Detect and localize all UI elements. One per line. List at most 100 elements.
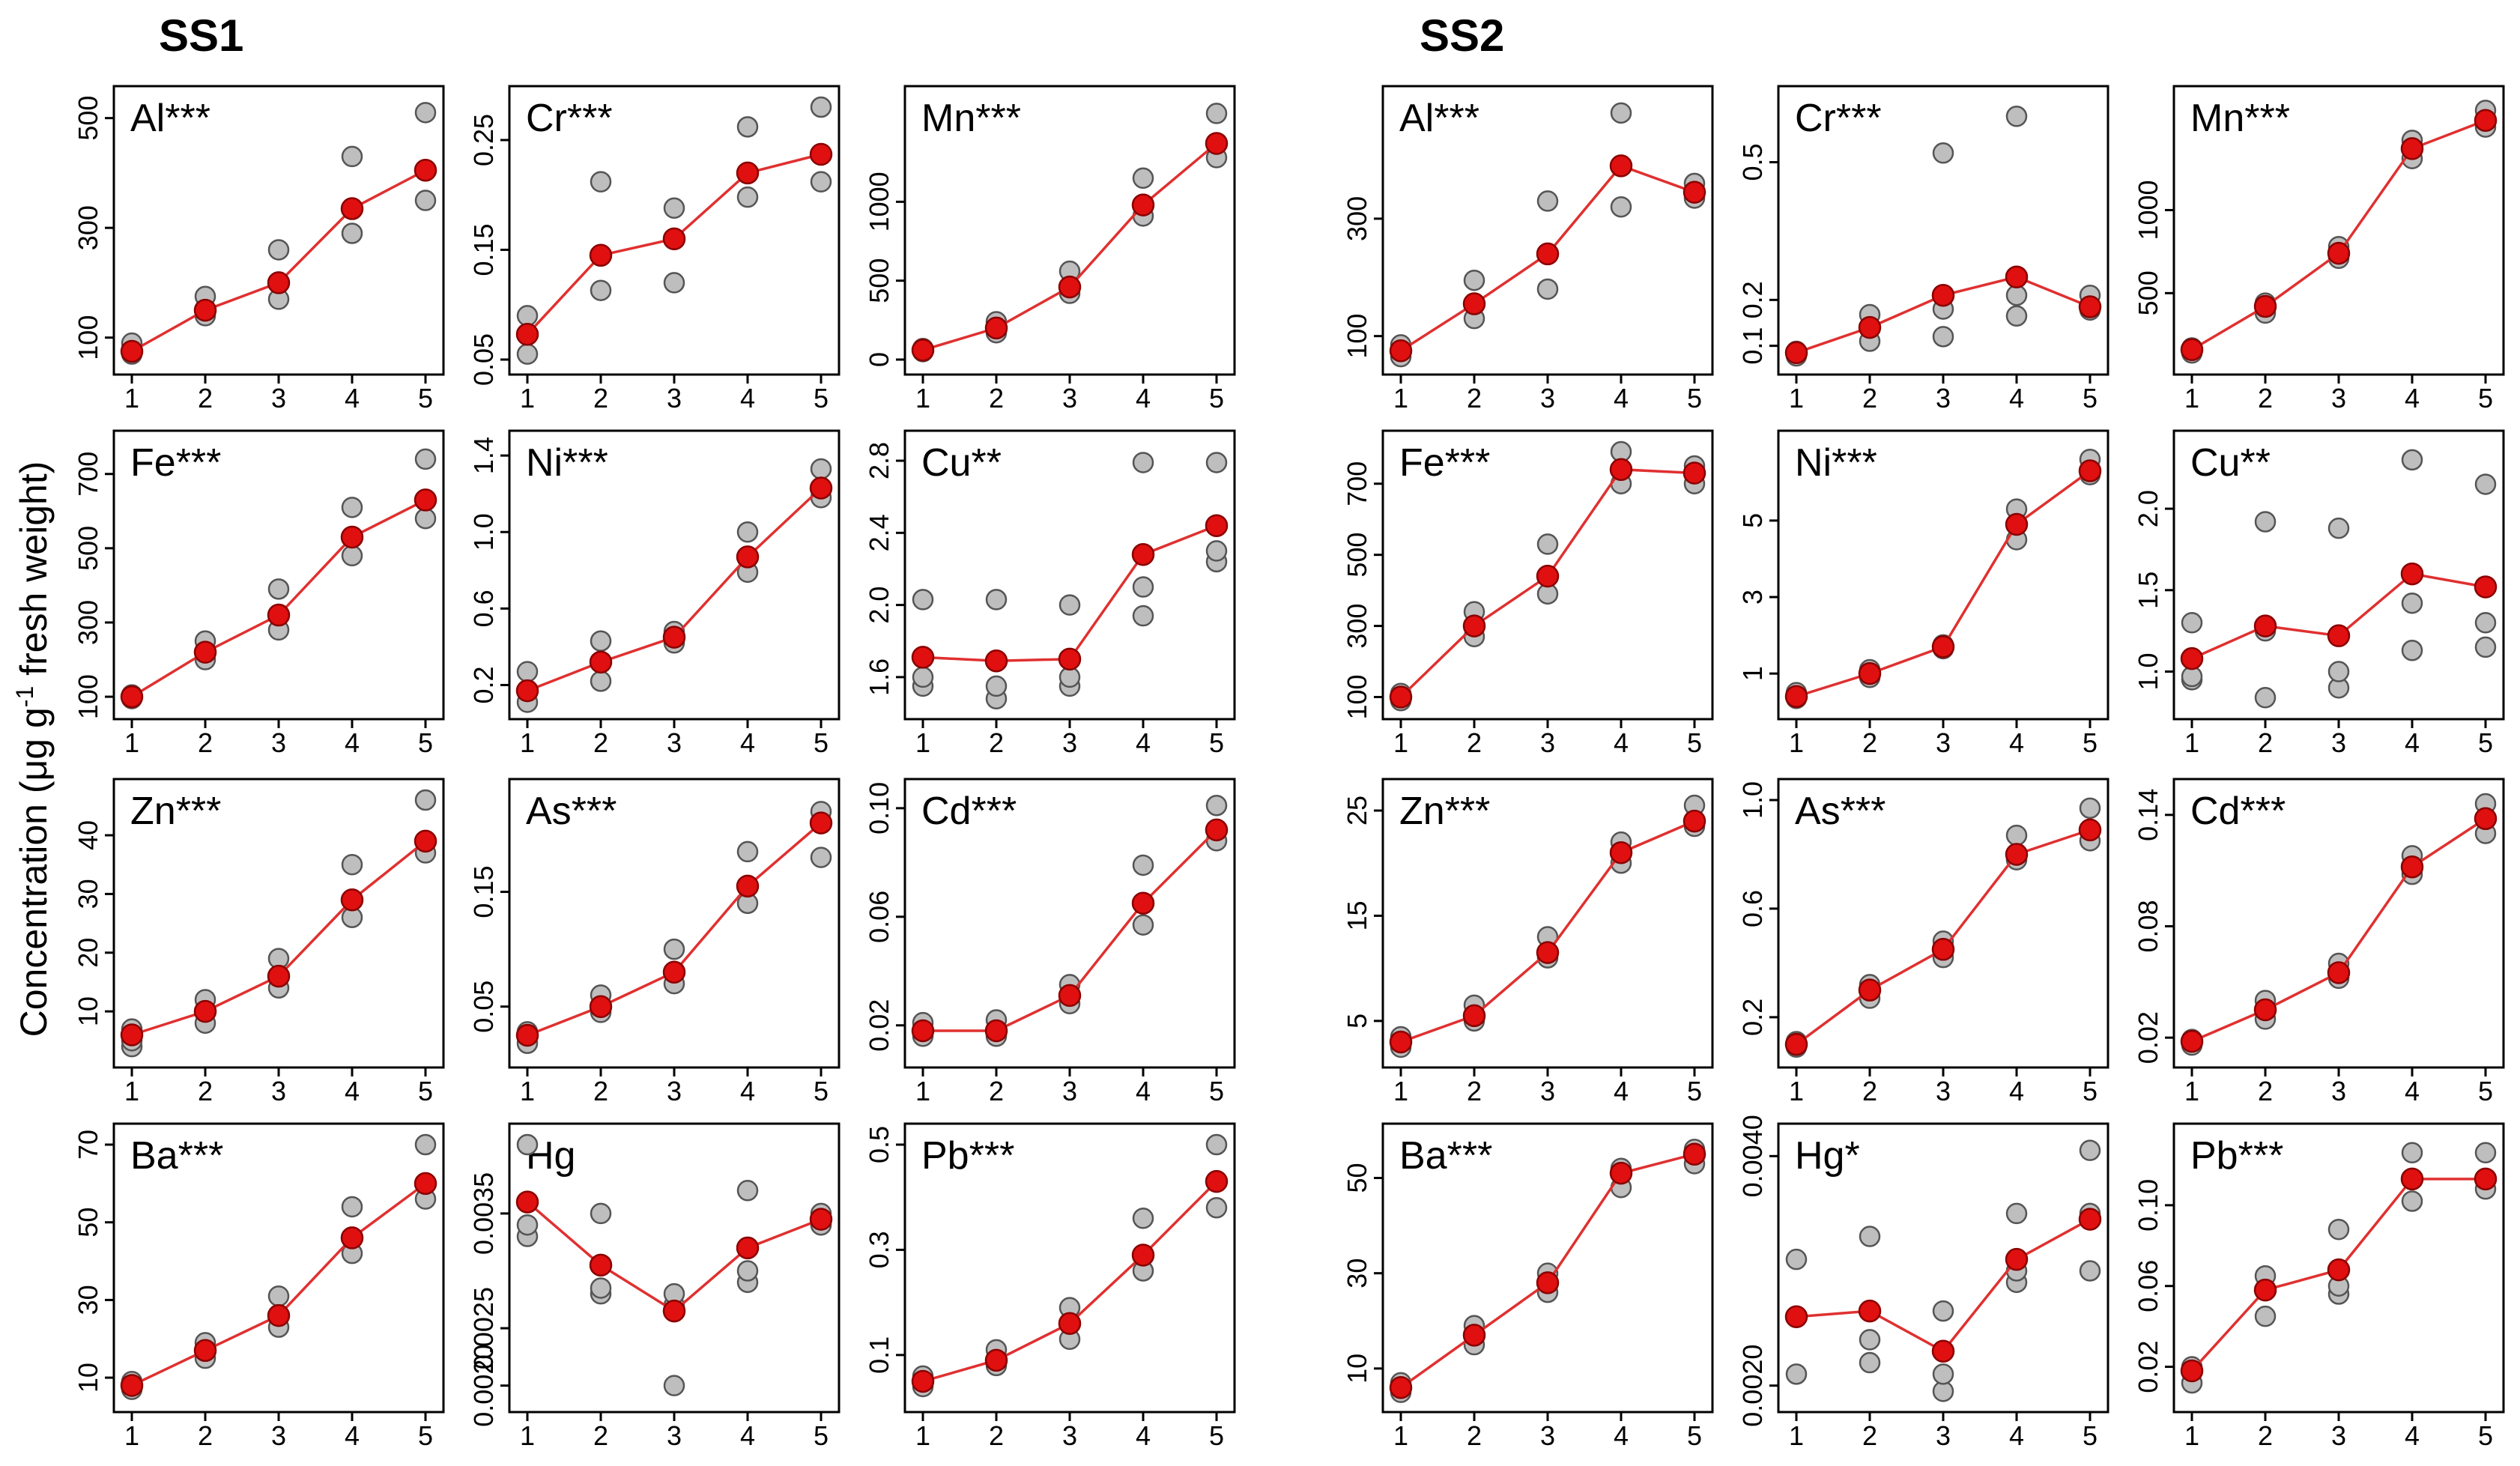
x-tick-label: 5 (2478, 383, 2493, 414)
mean-point (414, 829, 437, 853)
mean-point (1389, 1030, 1413, 1054)
y-axis-label-tail: fresh weight) (13, 461, 55, 686)
x-tick-label: 5 (418, 1076, 433, 1106)
mean-point (1682, 1142, 1706, 1166)
mean-point (193, 1339, 217, 1363)
replicate-point (1932, 1300, 1954, 1322)
mean-line (131, 840, 427, 1037)
mean-point (1462, 614, 1486, 637)
significance-stars: *** (1445, 441, 1491, 485)
significance-stars: *** (1445, 790, 1491, 833)
replicate-point (590, 630, 612, 652)
replicate-point (267, 578, 290, 600)
replicate-point (516, 343, 539, 365)
replicate-point (267, 1285, 290, 1307)
mean-point (1609, 1161, 1633, 1185)
x-tick-label: 2 (989, 1420, 1004, 1451)
mean-point (267, 1303, 291, 1327)
panel-label: Pb*** (921, 1134, 1014, 1178)
element-name: Cu (921, 441, 971, 485)
significance-stars: ** (2240, 441, 2270, 485)
x-tick-label: 5 (814, 383, 829, 414)
x-tick-label: 2 (1862, 1420, 1877, 1451)
panel-ss1-cu: 1 2 3 4 5 1.6 2.0 2.4 2.8 Cu** (864, 429, 1236, 758)
panel-ss2-zn: 1 2 3 4 5 5 15 25 Zn*** (1342, 778, 1714, 1106)
x-tick-label: 2 (593, 383, 608, 414)
y-tick-label: 100 (1342, 314, 1372, 359)
significance-stars: *** (2244, 97, 2290, 140)
x-tick-label: 4 (345, 1420, 360, 1451)
y-tick-label: 70 (73, 1130, 103, 1160)
significance-stars: *** (178, 1134, 224, 1178)
element-name: Cd (2190, 790, 2240, 833)
x-tick-label: 3 (1062, 383, 1077, 414)
x-tick-label: 4 (1136, 1076, 1151, 1106)
replicate-point (1932, 1363, 1954, 1385)
y-tick-label: 3 (1737, 590, 1768, 605)
mean-point (2327, 624, 2351, 647)
replicate-point (2474, 636, 2497, 658)
x-tick-label: 1 (124, 383, 139, 414)
replicate-point (1536, 533, 1559, 555)
replicate-point (590, 670, 612, 692)
x-tick-label: 4 (2405, 383, 2420, 414)
replicate-point (414, 789, 437, 811)
element-name: Ba (1399, 1134, 1447, 1178)
panel-label: Mn*** (921, 97, 1021, 140)
replicate-point (736, 1260, 759, 1282)
y-tick-label: 0.05 (468, 333, 499, 386)
significance-stars: *** (563, 441, 608, 485)
x-tick-label: 4 (1136, 1420, 1151, 1451)
y-tick-label: 0.6 (468, 590, 499, 627)
y-tick-label: 0 (864, 352, 894, 367)
replicate-point (341, 853, 363, 876)
y-tick-label: 2.0 (2133, 490, 2163, 527)
mean-point (120, 1374, 144, 1397)
x-tick-label: 3 (1936, 1420, 1951, 1451)
mean-point (1682, 461, 1706, 485)
mean-point (1931, 635, 1955, 658)
replicate-point (1132, 576, 1154, 598)
panel-label: Cu** (2190, 441, 2271, 485)
y-tick-label: 0.1 (1737, 327, 1768, 365)
panel-label: Al*** (130, 97, 210, 140)
replicate-point (736, 521, 759, 543)
element-name: Mn (921, 97, 975, 140)
replicate-point (663, 197, 685, 219)
set-title-ss2: SS2 (1420, 10, 1504, 61)
panel-ss2-al: 1 2 3 4 5 100 300 Al*** (1342, 85, 1714, 414)
replicate-point (1058, 594, 1081, 616)
element-name: Fe (130, 441, 176, 485)
mean-point (662, 960, 686, 984)
x-tick-label: 4 (1614, 1076, 1629, 1106)
panel-ss2-fe: 1 2 3 4 5 100 300 500 700 Fe*** (1342, 429, 1714, 758)
y-tick-label: 700 (1342, 461, 1372, 506)
x-tick-label: 2 (1467, 383, 1482, 414)
element-name: Cr (1795, 97, 1836, 140)
x-tick-label: 2 (2258, 1420, 2273, 1451)
x-tick-label: 1 (1789, 383, 1804, 414)
replicate-point (2079, 1260, 2101, 1282)
element-name: Mn (2190, 97, 2244, 140)
replicate-point (341, 1196, 363, 1218)
y-tick-label: 1000 (2133, 180, 2163, 240)
y-tick-label: 10 (1342, 1354, 1372, 1384)
replicate-point (736, 116, 759, 138)
y-tick-label: 0.14 (2133, 789, 2163, 841)
y-tick-label: 25 (1342, 796, 1372, 826)
y-axis-label-sup: -1 (11, 686, 38, 707)
mean-point (193, 298, 217, 322)
set-title-ss1: SS1 (159, 10, 243, 61)
x-tick-label: 3 (1936, 727, 1951, 758)
element-name: Pb (2190, 1134, 2238, 1178)
y-tick-label: 10 (73, 996, 103, 1026)
replicate-point (516, 1214, 539, 1236)
mean-point (2327, 1258, 2351, 1282)
y-tick-label: 0.05 (468, 981, 499, 1033)
mean-point (662, 227, 686, 251)
mean-point (1462, 292, 1486, 315)
panel-ss1-as: 1 2 3 4 5 0.05 0.15 As*** (468, 778, 840, 1106)
x-tick-label: 1 (520, 1420, 535, 1451)
mean-line (131, 169, 426, 353)
panel-label: Mn*** (2190, 97, 2290, 140)
